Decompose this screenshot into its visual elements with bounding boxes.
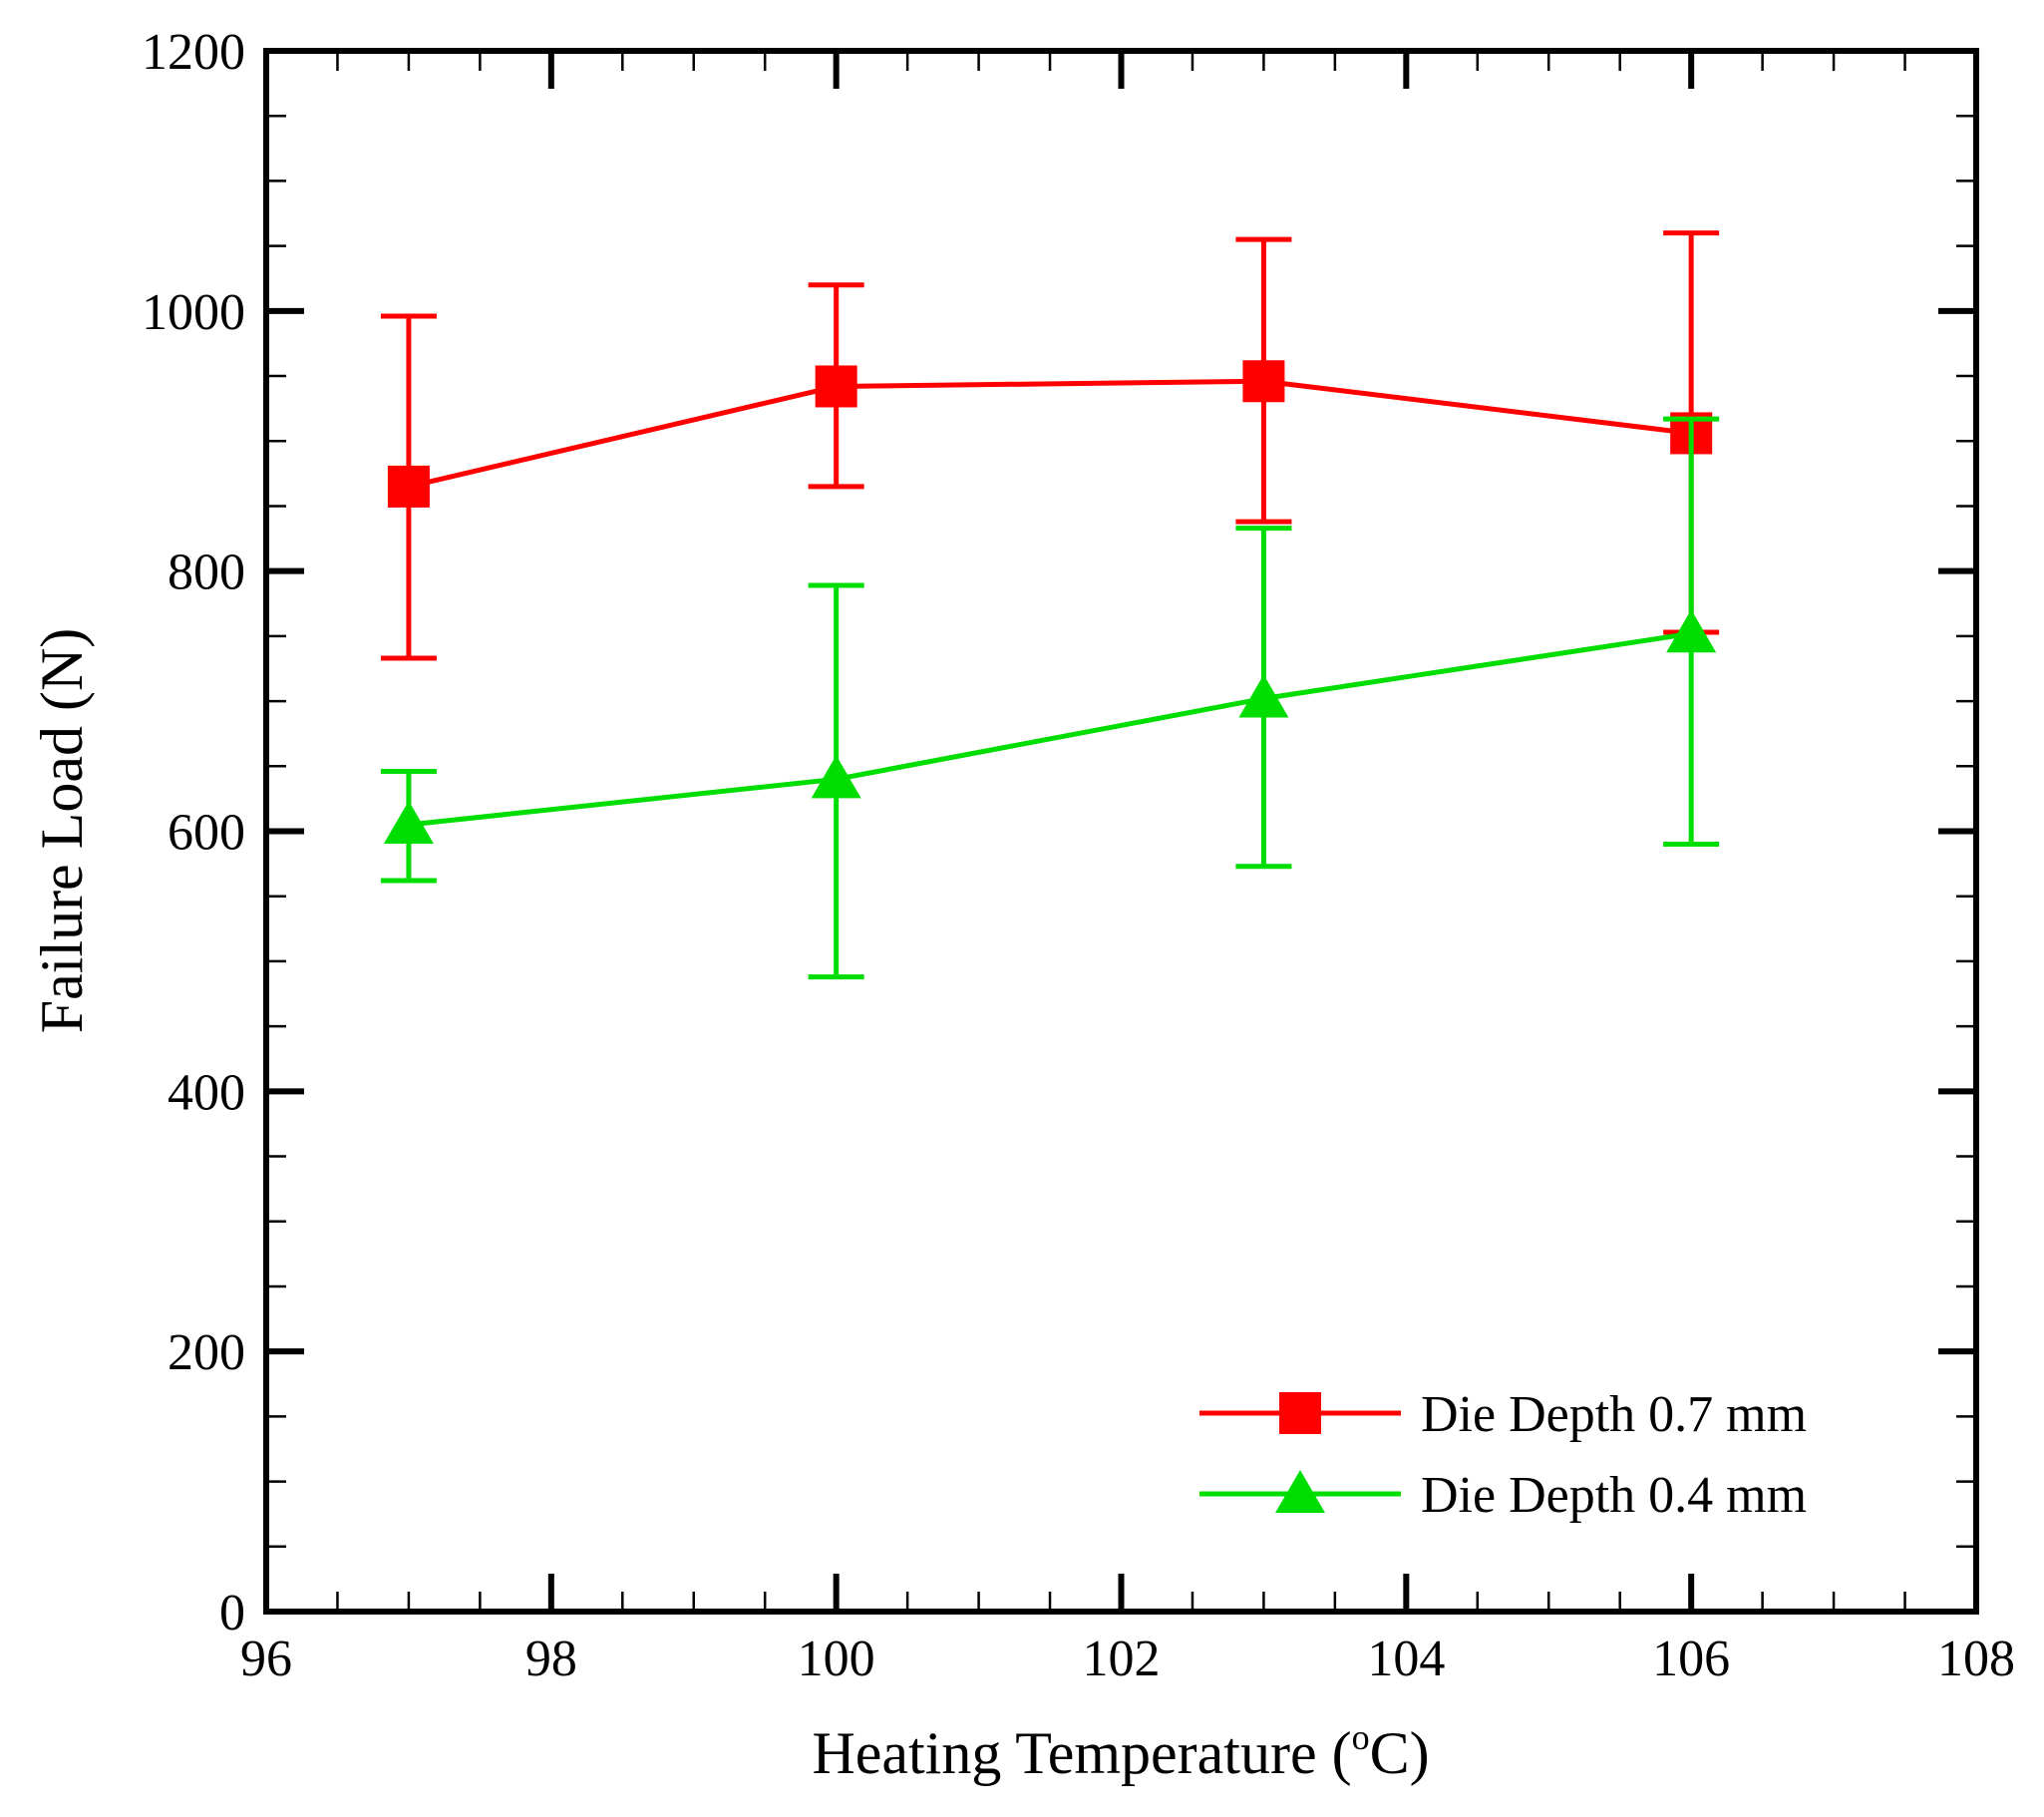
legend-marker [1279,1392,1321,1434]
data-point [383,800,434,844]
y-tick-label: 400 [168,1064,245,1121]
x-axis-title-superscript: o [1352,1717,1370,1757]
data-point [815,365,857,408]
y-tick-label: 800 [168,545,245,601]
y-tick-labels: 0 200 400 600 800 1000 1200 [142,24,245,1641]
major-ticks [263,48,1979,1615]
series-line [408,378,1692,490]
legend-item: Die Depth 0.7 mm [1199,1386,1807,1443]
x-tick-label: 108 [1937,1631,2015,1687]
x-axis-title: Heating Temperature (oC) [812,1717,1429,1786]
x-tick-labels: 96 98 100 102 104 106 108 [240,1631,2015,1687]
legend-item: Die Depth 0.4 mm [1199,1467,1807,1524]
x-tick-label: 96 [240,1631,292,1687]
x-tick-label: 104 [1367,1631,1445,1687]
x-tick-label: 102 [1083,1631,1161,1687]
series-1 [380,230,1720,661]
plot-frame [263,48,1979,1615]
data-point [1238,674,1289,718]
series-2 [380,416,1720,980]
data-point [1242,360,1285,403]
x-tick-label: 100 [798,1631,875,1687]
y-axis-title: Failure Load (N) [29,628,95,1034]
y-tick-label: 600 [168,805,245,862]
x-axis-title-end: C) [1370,1720,1430,1786]
data-point [1666,609,1717,653]
data-point [387,465,430,508]
series-layer [380,230,1720,980]
y-tick-label: 200 [168,1324,245,1381]
data-point [811,755,861,799]
legend-marker [1275,1470,1325,1513]
legend-label: Die Depth 0.7 mm [1421,1386,1807,1443]
minor-ticks [266,51,1976,1612]
x-tick-label: 106 [1652,1631,1730,1687]
series-line [408,630,1692,828]
y-tick-label: 0 [219,1585,245,1641]
legend-label: Die Depth 0.4 mm [1421,1467,1807,1524]
legend: Die Depth 0.7 mm Die Depth 0.4 mm [1199,1386,1807,1524]
y-tick-label: 1200 [142,24,245,81]
y-tick-label: 1000 [142,284,245,341]
x-tick-label: 98 [525,1631,577,1687]
